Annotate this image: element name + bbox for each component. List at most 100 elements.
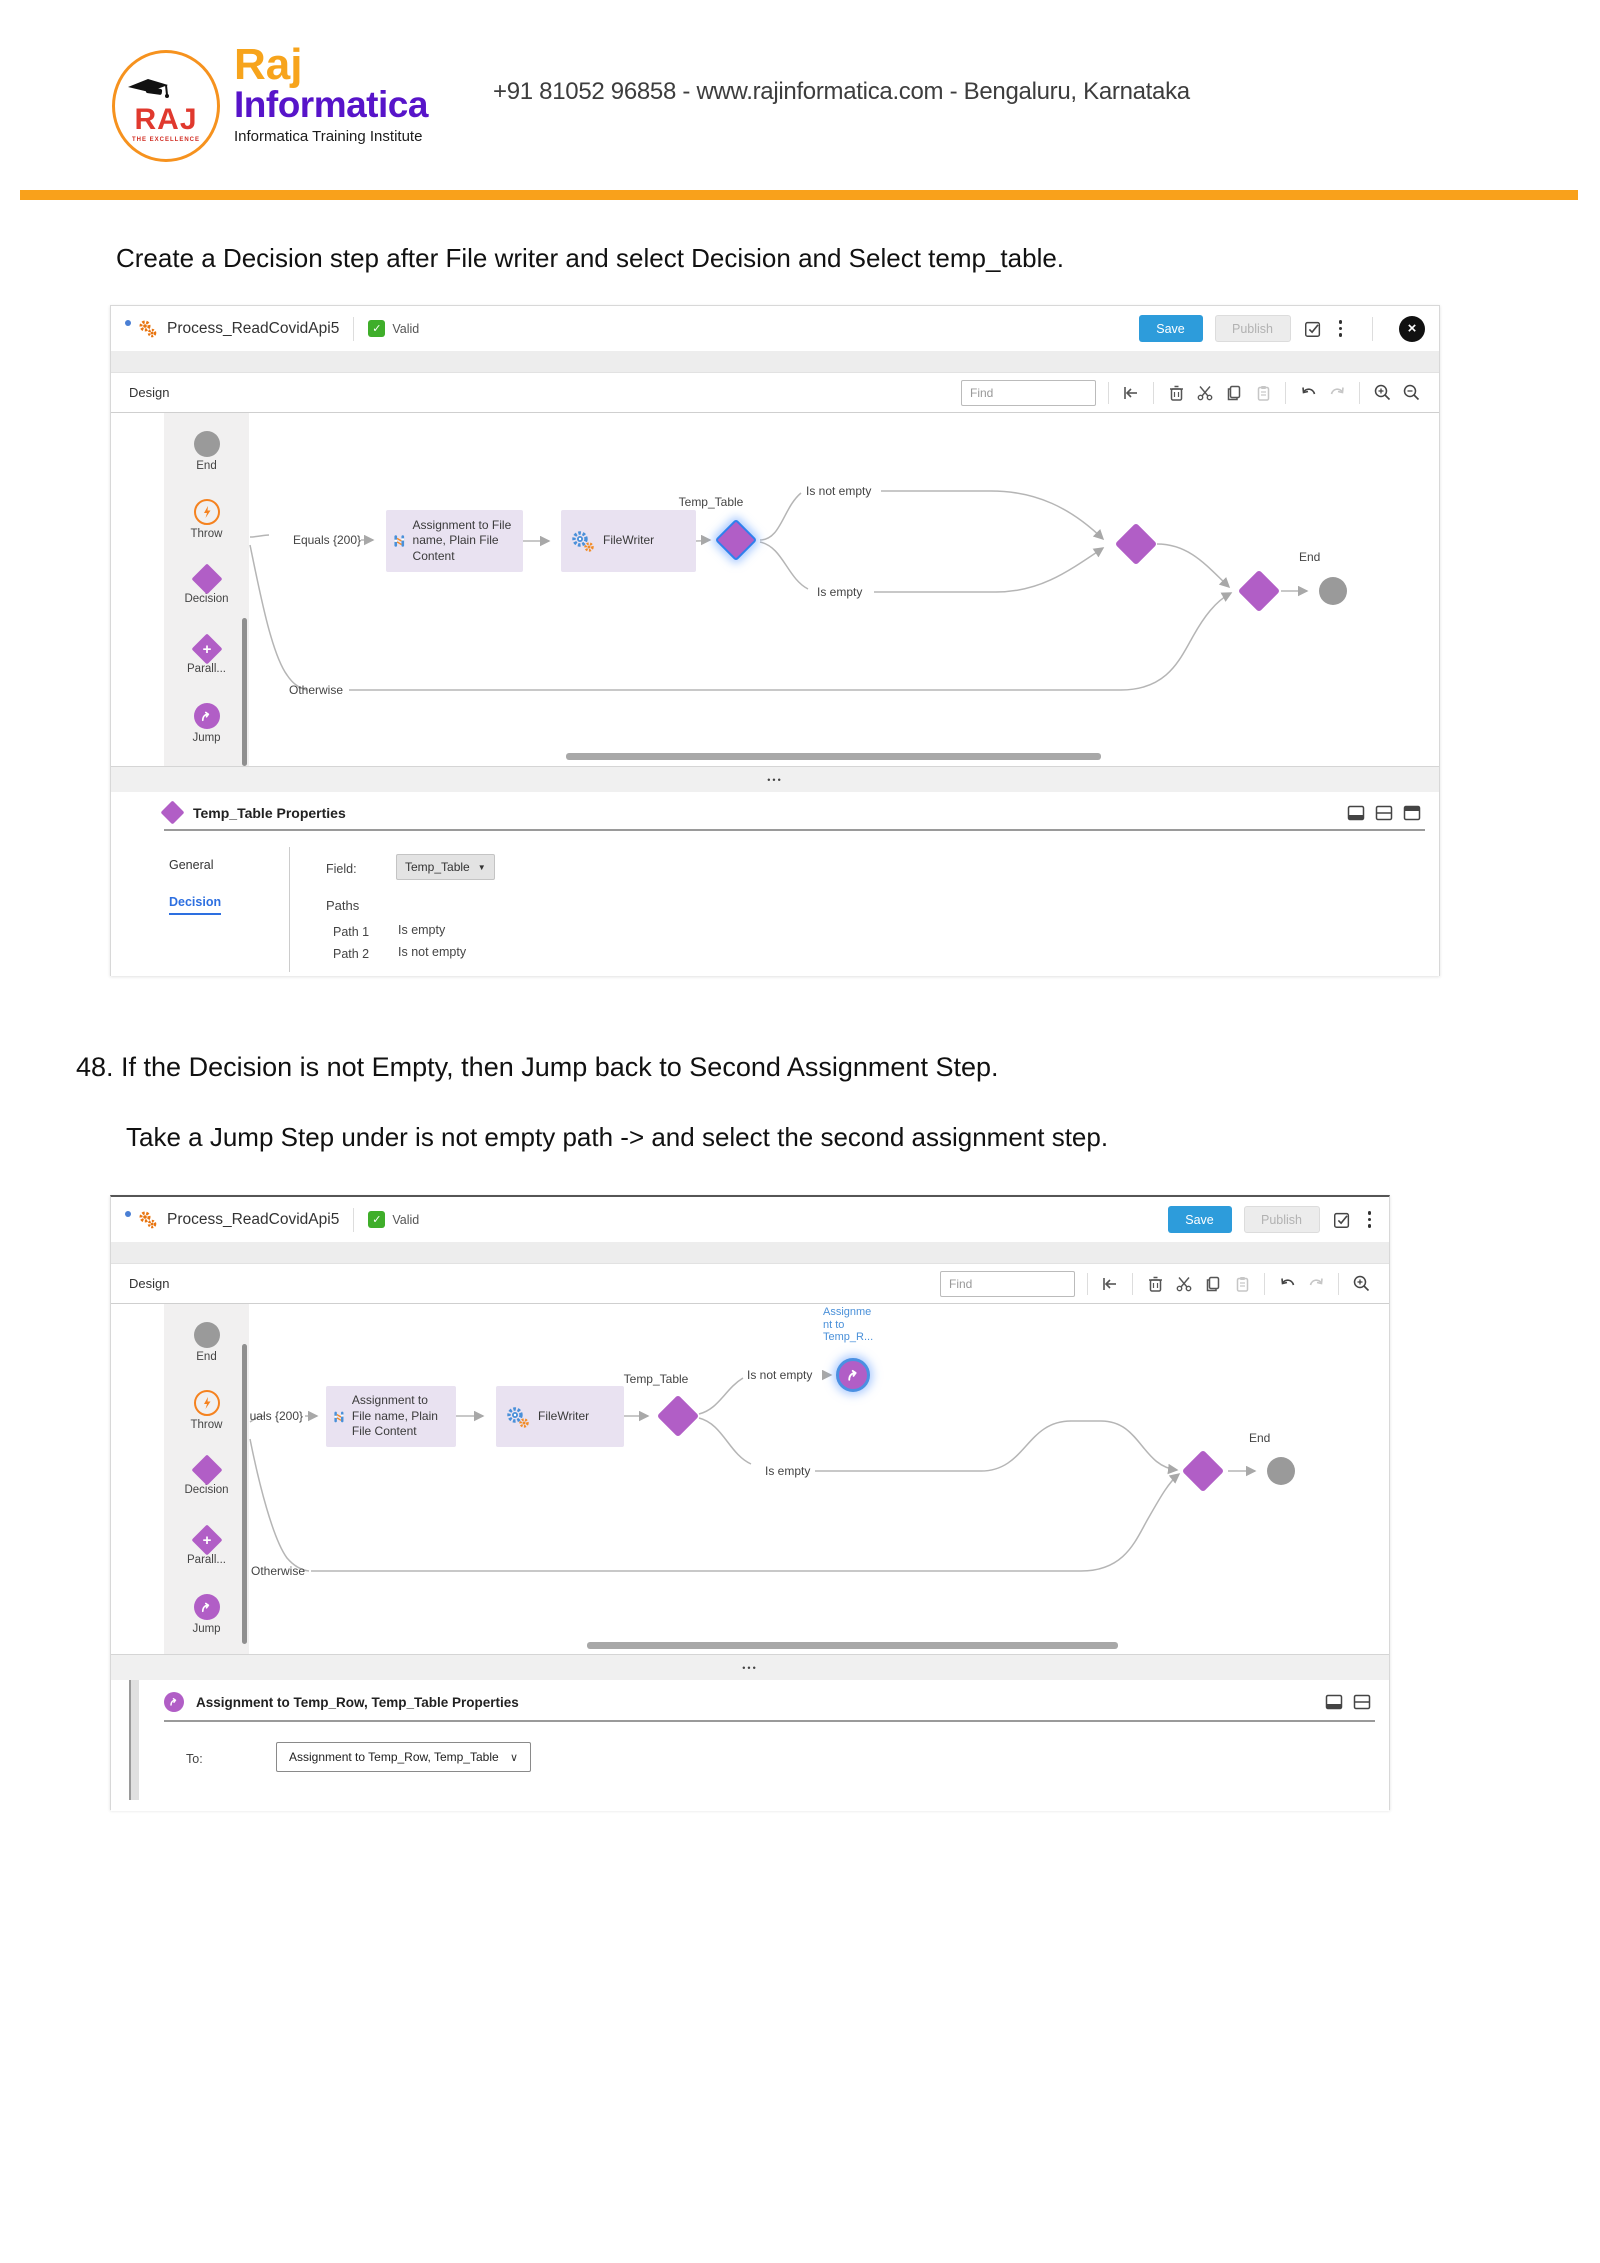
publish-button[interactable]: Publish: [1214, 315, 1291, 342]
divider: [164, 829, 1425, 831]
palette-item-end[interactable]: End: [164, 431, 249, 472]
temp-table-properties-panel: Temp_Table Properties General Decision F…: [111, 792, 1439, 976]
unsaved-indicator-dot: [125, 1210, 131, 1217]
panel-resize-handle[interactable]: •••: [111, 766, 1439, 792]
process-icon: [135, 1208, 159, 1232]
palette-item-throw[interactable]: Throw: [164, 1390, 249, 1431]
end-node[interactable]: [1319, 577, 1347, 605]
decision-step-icon: [190, 563, 223, 595]
jump-step-icon: [193, 703, 220, 729]
paste-clipboard-icon[interactable]: [1232, 1274, 1252, 1294]
dock-bottom-icon[interactable]: [1347, 805, 1365, 821]
palette-scrollbar[interactable]: [242, 1344, 247, 1644]
design-canvas[interactable]: End Throw Decision + Parall... Jump: [111, 413, 1439, 766]
process-designer-window-1: Process_ReadCovidApi5 ✓ Valid Save Publi…: [110, 305, 1440, 976]
valid-check-icon: ✓: [368, 320, 386, 337]
palette-item-parallel[interactable]: + Parall...: [164, 633, 249, 675]
delete-trash-icon[interactable]: [1145, 1274, 1165, 1294]
dock-top-icon[interactable]: [1403, 805, 1421, 821]
zoom-in-icon[interactable]: [1351, 1274, 1371, 1294]
jump-properties-panel: Assignment to Temp_Row, Temp_Table Prope…: [111, 1680, 1389, 1811]
unsaved-indicator-dot: [125, 319, 131, 326]
page-header: RAJ THE EXCELLENCE Raj Informatica Infor…: [0, 0, 1600, 190]
path-label-equals-200: Equals {200}: [234, 1409, 303, 1423]
instruction-step47: Create a Decision step after File writer…: [116, 243, 1065, 273]
properties-tab-general[interactable]: General: [169, 858, 214, 872]
chevron-down-icon: ∨: [509, 1751, 518, 1764]
assignment-icon: [334, 1411, 344, 1422]
decision-diamond-icon: [160, 800, 185, 825]
jump-node-label: Assignme nt to Temp_R...: [823, 1306, 874, 1343]
find-input[interactable]: [961, 379, 1096, 406]
delete-trash-icon[interactable]: [1166, 383, 1186, 403]
copy-icon[interactable]: [1203, 1274, 1223, 1294]
flow-connectors: [249, 1369, 1257, 1572]
zoom-in-icon[interactable]: [1372, 383, 1392, 403]
process-name: Process_ReadCovidApi5: [167, 1210, 340, 1228]
panel-left-scrollbar[interactable]: [129, 1680, 139, 1800]
jump-arrow-icon: [847, 1369, 857, 1381]
canvas-horizontal-scrollbar[interactable]: [587, 1642, 1118, 1649]
palette-item-throw[interactable]: Throw: [164, 499, 249, 540]
subbar: [111, 351, 1439, 373]
undo-icon[interactable]: [1277, 1274, 1297, 1294]
field-dropdown[interactable]: Temp_Table ▼: [396, 854, 495, 880]
palette-item-parallel[interactable]: + Parall...: [164, 1524, 249, 1566]
palette-item-end[interactable]: End: [164, 1322, 249, 1363]
properties-tab-decision[interactable]: Decision: [169, 895, 222, 915]
filewriter-step-node[interactable]: FileWriter: [561, 510, 696, 572]
design-canvas[interactable]: Equals {200} End Throw Decision + Parall…: [111, 1304, 1389, 1654]
path-label-is-not-empty: Is not empty: [806, 484, 872, 498]
canvas-horizontal-scrollbar[interactable]: [566, 753, 1101, 760]
save-button[interactable]: Save: [1167, 1206, 1232, 1233]
close-icon[interactable]: ×: [1399, 315, 1425, 342]
design-toolbar: Design: [111, 1264, 1389, 1304]
dock-split-icon[interactable]: [1375, 805, 1393, 821]
dock-split-icon[interactable]: [1353, 1694, 1371, 1710]
redo-icon[interactable]: [1306, 1274, 1326, 1294]
redo-icon[interactable]: [1327, 383, 1347, 403]
validity-chip: ✓ Valid: [368, 320, 419, 337]
palette-scrollbar[interactable]: [242, 618, 247, 766]
orange-divider-bar: [20, 190, 1578, 200]
jump-node-selected[interactable]: [836, 1358, 870, 1392]
brand-block: Raj Informatica Informatica Training Ins…: [234, 43, 428, 146]
publish-button[interactable]: Publish: [1243, 1206, 1320, 1233]
undo-icon[interactable]: [1298, 383, 1318, 403]
cut-scissors-icon[interactable]: [1195, 383, 1215, 403]
validate-checkbox-icon[interactable]: [1332, 1210, 1352, 1230]
panel-resize-handle[interactable]: •••: [111, 1654, 1389, 1680]
graduation-cap-icon: [126, 75, 172, 101]
zoom-out-icon[interactable]: [1401, 383, 1421, 403]
filewriter-step-node[interactable]: FileWriter: [496, 1386, 624, 1447]
paste-clipboard-icon[interactable]: [1253, 383, 1273, 403]
end-node-label: End: [1249, 1431, 1271, 1445]
more-options-menu[interactable]: [1335, 320, 1347, 337]
step-palette: End Throw Decision + Parall... Jump: [164, 1304, 249, 1654]
path1-value: Is empty: [398, 923, 446, 937]
jump-step-icon: [193, 1594, 220, 1620]
end-node[interactable]: [1267, 1457, 1295, 1485]
save-button[interactable]: Save: [1138, 315, 1203, 342]
palette-item-jump[interactable]: Jump: [164, 1594, 249, 1635]
palette-item-decision[interactable]: Decision: [164, 1454, 249, 1496]
fit-to-start-icon[interactable]: [1100, 1274, 1120, 1294]
find-input[interactable]: [940, 1270, 1075, 1297]
properties-title: Temp_Table Properties: [193, 804, 346, 821]
assignment-step-node[interactable]: Assignment to File name, Plain File Cont…: [326, 1386, 456, 1447]
palette-item-jump[interactable]: Jump: [164, 703, 249, 744]
fit-to-start-icon[interactable]: [1121, 383, 1141, 403]
validate-checkbox-icon[interactable]: [1303, 319, 1323, 339]
field-label: Field:: [326, 862, 357, 876]
jump-target-dropdown[interactable]: Assignment to Temp_Row, Temp_Table ∨: [276, 1742, 531, 1772]
dock-bottom-icon[interactable]: [1325, 1694, 1343, 1710]
palette-item-decision[interactable]: Decision: [164, 563, 249, 605]
end-node-label: End: [1299, 550, 1321, 564]
more-options-menu[interactable]: [1364, 1211, 1376, 1228]
copy-icon[interactable]: [1224, 383, 1244, 403]
cut-scissors-icon[interactable]: [1174, 1274, 1194, 1294]
assignment-step-node[interactable]: Assignment to File name, Plain File Cont…: [386, 510, 523, 572]
subbar: [111, 1242, 1389, 1264]
filewriter-service-icon: [507, 1406, 529, 1428]
